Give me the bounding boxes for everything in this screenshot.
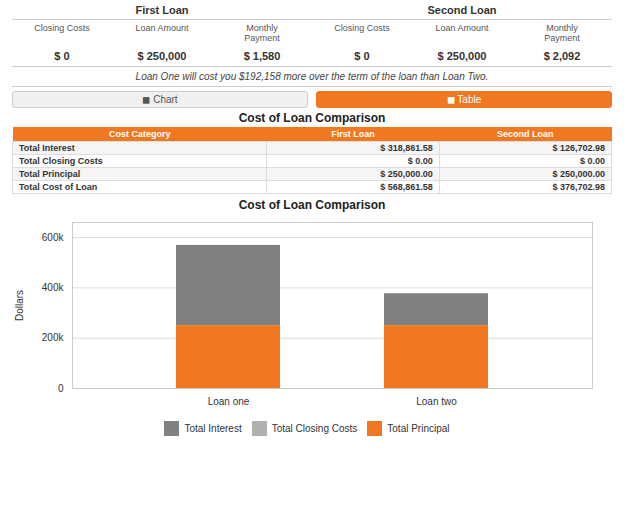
- html-text:Cost of Loan Comparison: Cost of Loan Comparison: [238, 110, 386, 125]
- html-text:$ 1,580: $ 1,580: [243, 49, 281, 62]
- html-text:◼ Chart: ◼ Chart: [142, 93, 178, 105]
- html-text:First Loan: First Loan: [331, 128, 375, 139]
- svg-text:Dollars: Dollars: [14, 290, 25, 321]
- html-text:Total Principal: Total Principal: [387, 422, 450, 434]
- html-text:First Loan: First Loan: [135, 4, 189, 16]
- html-text:Second Loan: Second Loan: [427, 4, 497, 16]
- html-text:$ 250,000: $ 250,000: [137, 49, 187, 62]
- html-text:$ 126,702.98: $ 126,702.98: [552, 142, 605, 153]
- svg-text:Loan one: Loan one: [208, 395, 250, 406]
- html-text:$ 250,000: $ 250,000: [437, 49, 487, 62]
- html-text:Total Interest: Total Interest: [184, 422, 242, 434]
- html-text:Second Loan: Second Loan: [497, 128, 554, 139]
- html-text:$ 0.00: $ 0.00: [407, 155, 433, 166]
- html-text:Closing Costs: Closing Costs: [334, 23, 390, 33]
- html-text:Loan Amount: Loan Amount: [135, 23, 189, 33]
- html-text:Cost Category: Cost Category: [109, 128, 171, 139]
- html-text:$ 318,861.58: $ 318,861.58: [380, 142, 433, 153]
- html-text:$ 250,000.00: $ 250,000.00: [380, 168, 433, 179]
- html-text:Cost of Loan Comparison: Cost of Loan Comparison: [238, 197, 386, 212]
- svg-text:Loan two: Loan two: [416, 395, 457, 406]
- html-text:Closing Costs: Closing Costs: [34, 23, 90, 33]
- html-text:$ 0: $ 0: [354, 49, 370, 62]
- html-text:$ 376,702.98: $ 376,702.98: [552, 181, 605, 192]
- html-text:Total Interest: Total Interest: [19, 142, 75, 153]
- svg-text:200k: 200k: [42, 332, 65, 343]
- html-text:Monthly Payment: Monthly Payment: [544, 23, 580, 44]
- html-text:Loan Amount: Loan Amount: [435, 23, 489, 33]
- html-text:$ 250,000.00: $ 250,000.00: [552, 168, 605, 179]
- html-text:$ 568,861.58: $ 568,861.58: [380, 181, 433, 192]
- html-text:$ 0: $ 0: [54, 49, 70, 62]
- html-text:Loan One will cost you $192,15: Loan One will cost you $192,158 more ove…: [135, 70, 489, 82]
- html-text:$ 2,092: $ 2,092: [543, 49, 581, 62]
- html-text:Monthly Payment: Monthly Payment: [244, 23, 280, 44]
- svg-text:0: 0: [58, 382, 64, 393]
- svg-text:600k: 600k: [42, 231, 65, 242]
- html-text:Total Cost of Loan: Total Cost of Loan: [19, 181, 98, 192]
- html-text:◼ Table: ◼ Table: [446, 93, 482, 105]
- html-text:Total Closing Costs: Total Closing Costs: [19, 155, 103, 166]
- svg-text:400k: 400k: [42, 282, 65, 293]
- html-text:Total Principal: Total Principal: [19, 168, 81, 179]
- html-text:$ 0.00: $ 0.00: [580, 155, 605, 166]
- html-text:Total Closing Costs: Total Closing Costs: [271, 422, 358, 434]
